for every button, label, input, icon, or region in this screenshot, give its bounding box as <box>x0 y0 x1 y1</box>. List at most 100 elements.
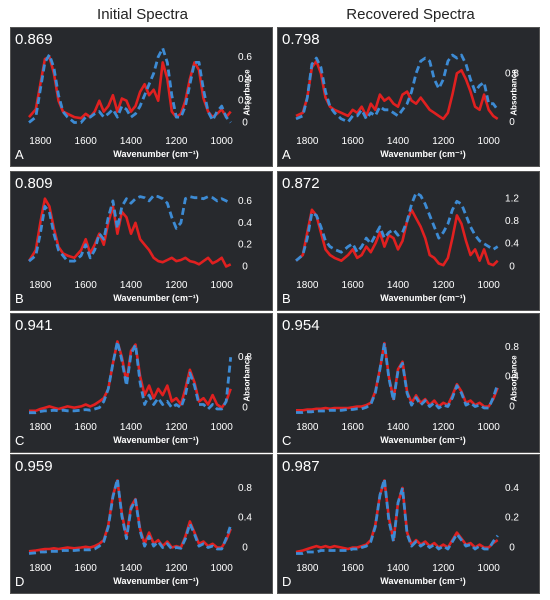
y-tick-label: 0.8 <box>505 342 519 353</box>
x-tick-label: 1800 <box>296 136 319 147</box>
panel-letter: B <box>15 291 24 306</box>
x-tick-label: 1600 <box>342 422 365 433</box>
y-axis-label: Absorbance <box>242 69 252 116</box>
x-tick-label: 1600 <box>75 563 98 574</box>
reference-spectrum-line <box>296 477 499 555</box>
correlation-score: 0.869 <box>15 31 53 48</box>
y-tick-label: 0.8 <box>505 68 519 79</box>
x-axis-label: Wavenumber (cm⁻¹) <box>380 576 466 586</box>
x-tick-label: 1600 <box>342 136 365 147</box>
reference-spectrum-line <box>28 46 232 124</box>
x-tick-label: 1000 <box>478 280 501 291</box>
x-tick-label: 1000 <box>478 422 501 433</box>
x-tick-label: 1400 <box>120 422 143 433</box>
panel-letter: C <box>15 433 25 448</box>
x-tick-label: 1800 <box>29 422 52 433</box>
column-title-recovered: Recovered Spectra <box>346 6 475 23</box>
x-tick-label: 1800 <box>296 280 319 291</box>
correlation-score: 0.798 <box>282 31 320 48</box>
y-tick-label: 0 <box>242 118 248 129</box>
y-tick-label: 0 <box>509 543 515 554</box>
x-axis-label: Wavenumber (cm⁻¹) <box>380 435 466 445</box>
x-tick-label: 1400 <box>120 563 143 574</box>
x-tick-label: 1800 <box>29 136 52 147</box>
x-tick-label: 1200 <box>165 422 188 433</box>
spectrum-plot: 1800 1600 1400 1200 1000 0.8 0.4 0 <box>296 341 519 433</box>
y-tick-label: 0.2 <box>238 96 252 107</box>
x-tick-label: 1800 <box>296 422 319 433</box>
y-tick-label: 0 <box>242 403 248 414</box>
y-tick-label: 0.8 <box>505 216 519 227</box>
x-tick-label: 1800 <box>29 563 52 574</box>
x-tick-label: 1400 <box>387 422 410 433</box>
x-tick-label: 1400 <box>387 563 410 574</box>
initial-spectrum-line <box>295 59 499 121</box>
spectrum-plot: 1800 1600 1400 1200 1000 1.2 0.8 0.4 0 <box>295 191 519 291</box>
x-axis-label: Wavenumber (cm⁻¹) <box>113 149 199 159</box>
correlation-score: 0.987 <box>282 458 320 475</box>
x-tick-label: 1000 <box>211 280 234 291</box>
y-tick-label: 0.4 <box>505 372 519 383</box>
y-axis-label: Absorbance <box>509 355 519 402</box>
y-axis-label: Absorbance <box>242 355 252 402</box>
initial-spectrum-line <box>295 479 499 554</box>
reference-spectrum-line <box>28 194 232 263</box>
x-tick-label: 1400 <box>387 280 410 291</box>
y-tick-label: 0 <box>509 261 515 272</box>
spectrum-panel: 1800 1600 1400 1200 1000 0.6 0.4 0.2 0 0.809 B Wave… <box>10 171 273 311</box>
x-tick-label: 1400 <box>387 136 410 147</box>
x-tick-label: 1600 <box>75 280 98 291</box>
panel-letter: C <box>282 433 292 448</box>
y-tick-label: 1.2 <box>505 193 519 204</box>
spectrum-panel: 1800 1600 1400 1200 1000 0.8 0 0.798 A Wavenumber… <box>277 27 540 167</box>
y-tick-label: 0.2 <box>238 240 252 251</box>
x-tick-label: 1600 <box>75 136 98 147</box>
x-tick-label: 1200 <box>165 136 188 147</box>
x-tick-label: 1000 <box>211 136 234 147</box>
spectrum-panel: 1800 1600 1400 1200 1000 0.4 0.2 0 0.987 D Wavenum… <box>277 454 540 594</box>
reference-spectrum-line <box>29 340 233 415</box>
initial-spectrum-line <box>28 55 232 120</box>
spectrum-panel: 1800 1600 1400 1200 1000 1.2 0.8 0.4 0 0.872 B Wave… <box>277 171 540 311</box>
reference-spectrum-line <box>28 477 233 555</box>
y-tick-label: 0.4 <box>505 239 519 250</box>
y-tick-label: 0 <box>509 117 515 128</box>
x-axis-label: Wavenumber (cm⁻¹) <box>380 149 466 159</box>
reference-spectrum-line <box>296 341 500 414</box>
panel-letter: D <box>282 574 292 589</box>
panel-letter: A <box>282 147 291 162</box>
y-tick-label: 0 <box>509 402 515 413</box>
spectrum-plot: 1800 1600 1400 1200 1000 0.8 0 <box>29 340 252 433</box>
x-tick-label: 1600 <box>75 422 98 433</box>
spectrum-plot: 1800 1600 1400 1200 1000 0.8 0.4 0 <box>28 477 252 574</box>
x-tick-label: 1000 <box>211 563 234 574</box>
y-tick-label: 0.4 <box>505 483 519 494</box>
initial-spectrum-line <box>28 479 232 553</box>
x-tick-label: 1600 <box>342 563 365 574</box>
correlation-score: 0.941 <box>15 317 53 334</box>
y-axis-label: Absorbance <box>509 69 519 116</box>
correlation-score: 0.872 <box>282 175 320 192</box>
spectrum-panel: 1800 1600 1400 1200 1000 0.8 0.4 0 0.959 D Wavenum… <box>10 454 273 594</box>
panel-letter: A <box>15 147 24 162</box>
x-tick-label: 1000 <box>478 136 501 147</box>
spectrum-plot: 1800 1600 1400 1200 1000 0.4 0.2 0 <box>295 477 519 574</box>
x-tick-label: 1200 <box>432 563 455 574</box>
spectrum-panel: 1800 1600 1400 1200 1000 0.8 0.4 0 0.954 C Wavenum… <box>277 313 540 453</box>
x-tick-label: 1000 <box>478 563 501 574</box>
x-tick-label: 1200 <box>165 563 188 574</box>
spectrum-panel: 1800 1600 1400 1200 1000 0.6 0.4 0.2 0 0.869 A Wave… <box>10 27 273 167</box>
x-tick-label: 1600 <box>342 280 365 291</box>
initial-spectrum-line <box>295 208 499 267</box>
reference-spectrum-line <box>295 53 499 124</box>
panel-letter: D <box>15 574 25 589</box>
y-tick-label: 0 <box>242 543 248 554</box>
x-tick-label: 1200 <box>165 280 188 291</box>
x-tick-label: 1400 <box>120 280 143 291</box>
spectrum-plot: 1800 1600 1400 1200 1000 0.6 0.4 0.2 0 <box>28 46 252 147</box>
spectrum-panel: 1800 1600 1400 1200 1000 0.8 0 0.941 C Wavenumber… <box>10 313 273 453</box>
x-axis-label: Wavenumber (cm⁻¹) <box>113 435 199 445</box>
correlation-score: 0.954 <box>282 317 320 334</box>
initial-spectrum-line <box>29 340 232 413</box>
y-tick-label: 0 <box>242 262 248 273</box>
